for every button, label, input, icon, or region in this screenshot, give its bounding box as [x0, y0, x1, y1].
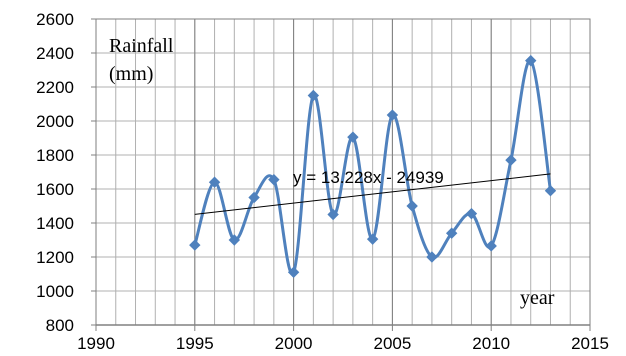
y-tick-label: 2200 — [36, 78, 74, 97]
y-tick-label: 800 — [46, 316, 74, 335]
y-tick-label: 1400 — [36, 214, 74, 233]
data-point-marker — [287, 266, 300, 279]
data-point-marker — [347, 131, 359, 143]
data-point-marker — [386, 109, 399, 121]
data-point-marker — [525, 54, 537, 67]
data-point-marker — [208, 176, 221, 188]
y-tick-label: 1000 — [36, 282, 74, 301]
data-point-marker — [465, 207, 478, 220]
data-point-marker — [327, 208, 339, 221]
data-point-marker — [426, 251, 438, 263]
x-tick-label: 2015 — [571, 334, 609, 353]
data-point-marker — [228, 234, 241, 246]
x-tick-label: 2000 — [275, 334, 313, 353]
data-point-marker — [307, 89, 320, 102]
y-tick-label: 2400 — [36, 44, 74, 63]
data-point-marker — [544, 184, 557, 197]
rainfall-series-line — [193, 59, 552, 276]
data-point-marker — [248, 191, 260, 204]
trendline — [194, 173, 551, 215]
tick-labels: 1990 1995 2000 2005 2010 2015 800 1000 1200 1400 1… — [36, 10, 609, 353]
data-point-marker — [189, 239, 201, 251]
y-tick-label: 2000 — [36, 112, 74, 131]
y-axis-label-line2: (mm) — [109, 63, 153, 85]
x-tick-label: 1990 — [77, 334, 115, 353]
data-point-marker — [366, 233, 379, 245]
y-tick-label: 1600 — [36, 180, 74, 199]
y-tick-label: 2600 — [36, 10, 74, 29]
series-group — [193, 59, 552, 276]
data-point-marker — [268, 173, 280, 186]
trendline-group — [194, 173, 551, 215]
x-axis-label: year — [520, 287, 555, 309]
x-tick-label: 1995 — [176, 334, 214, 353]
y-tick-label: 1800 — [36, 146, 74, 165]
y-tick-label: 1200 — [36, 248, 74, 267]
data-point-marker — [406, 200, 418, 212]
y-axis-label-line1: Rainfall — [109, 35, 174, 57]
x-tick-label: 2010 — [472, 334, 510, 353]
data-point-marker — [445, 227, 458, 239]
markers-group — [189, 54, 557, 279]
axes — [91, 18, 591, 331]
trendline-equation: y = 13.228x - 24939 — [293, 168, 444, 187]
data-point-marker — [505, 154, 517, 166]
x-tick-label: 2005 — [373, 334, 411, 353]
data-point-marker — [485, 240, 497, 252]
